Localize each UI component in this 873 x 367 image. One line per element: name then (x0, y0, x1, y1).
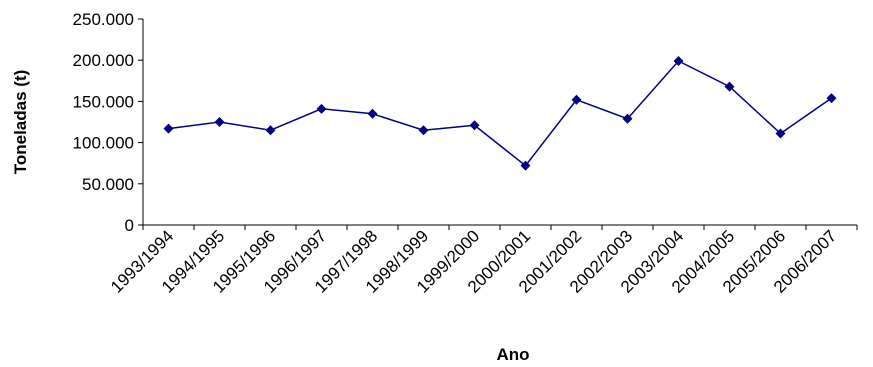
y-tick-label: 50.000 (82, 175, 134, 194)
data-point-marker (163, 123, 174, 134)
data-point-marker (826, 93, 837, 104)
y-tick-label: 150.000 (73, 92, 134, 111)
y-axis-title: Toneladas (t) (11, 70, 30, 175)
y-tick-label: 250.000 (73, 10, 134, 29)
data-point-marker (673, 56, 684, 67)
y-tick-label: 200.000 (73, 51, 134, 70)
y-axis-ticks: 0 50.000 100.000 150.000 200.000 250.000 (73, 10, 143, 235)
data-point-marker (418, 125, 429, 136)
data-point-marker (469, 120, 480, 131)
data-point-marker (622, 113, 633, 124)
x-axis-title: Ano (496, 345, 529, 364)
series-markers (163, 56, 837, 171)
data-point-marker (214, 117, 225, 127)
data-point-marker (367, 108, 378, 119)
data-point-marker (724, 81, 735, 92)
data-point-marker (265, 125, 276, 136)
x-axis-ticks: 1993/19941994/19951995/19961996/19971997… (107, 225, 858, 297)
y-tick-label: 0 (125, 216, 134, 235)
series-line (168, 60, 832, 167)
y-tick-label: 100.000 (73, 134, 134, 153)
data-point-marker (316, 103, 327, 114)
data-point-marker (520, 160, 531, 171)
data-point-marker (571, 94, 582, 105)
data-point-marker (775, 128, 786, 139)
